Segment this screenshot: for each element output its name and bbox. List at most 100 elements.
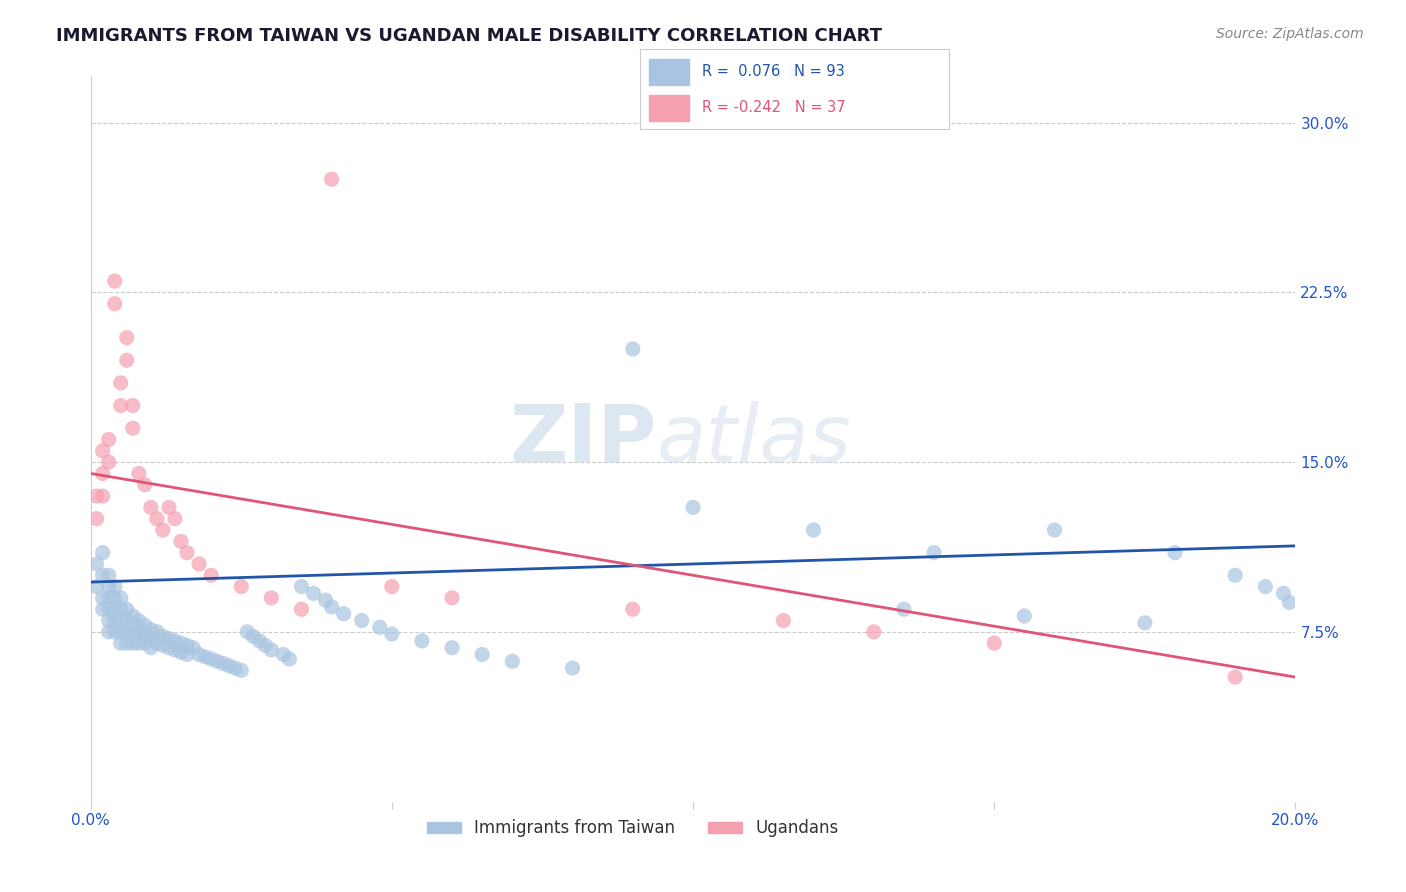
Point (86, 489, 108, 503)
Point (121, 627, 143, 641)
Point (350, 614, 373, 628)
Point (86, 580, 108, 594)
Bar (650, 59, 689, 86)
Point (152, 523, 174, 537)
Point (260, 591, 283, 605)
Point (115, 602, 138, 616)
Point (224, 661, 246, 675)
Point (128, 636, 150, 650)
Point (1254, 580, 1277, 594)
Text: atlas: atlas (657, 401, 852, 478)
Point (441, 591, 464, 605)
Point (121, 399, 143, 413)
Point (260, 643, 283, 657)
Point (242, 629, 264, 643)
Point (163, 643, 186, 657)
Point (104, 614, 127, 628)
Point (121, 618, 143, 632)
Point (218, 658, 240, 673)
Point (290, 602, 312, 616)
Point (471, 648, 494, 662)
Point (110, 602, 132, 616)
Point (97, 568, 120, 582)
Point (231, 580, 253, 594)
Text: R = -0.242   N = 37: R = -0.242 N = 37 (702, 100, 845, 115)
Text: Source: ZipAtlas.com: Source: ZipAtlas.com (1216, 27, 1364, 41)
Point (236, 624, 259, 639)
Text: IMMIGRANTS FROM TAIWAN VS UGANDAN MALE DISABILITY CORRELATION CHART: IMMIGRANTS FROM TAIWAN VS UGANDAN MALE D… (56, 27, 882, 45)
Point (621, 342, 644, 356)
Point (1164, 546, 1187, 560)
Point (110, 376, 132, 390)
Point (983, 636, 1005, 650)
Point (134, 618, 156, 632)
Point (188, 557, 211, 571)
Point (110, 624, 132, 639)
Point (91, 546, 114, 560)
Point (110, 399, 132, 413)
Point (163, 634, 186, 648)
Point (441, 640, 464, 655)
Point (152, 629, 174, 643)
Point (290, 580, 312, 594)
Point (110, 591, 132, 605)
Point (157, 500, 180, 515)
Point (1133, 615, 1156, 630)
Point (104, 602, 127, 616)
Point (772, 614, 794, 628)
Point (501, 654, 523, 668)
Point (231, 663, 253, 677)
Point (139, 632, 162, 646)
Point (254, 639, 277, 653)
Point (893, 602, 915, 616)
Point (315, 593, 337, 607)
Legend: Immigrants from Taiwan, Ugandans: Immigrants from Taiwan, Ugandans (420, 813, 845, 844)
Point (181, 640, 204, 655)
Point (1272, 586, 1295, 600)
Point (188, 648, 211, 662)
Text: R =  0.076   N = 93: R = 0.076 N = 93 (702, 64, 845, 79)
Point (115, 353, 138, 368)
Point (91, 443, 114, 458)
Point (157, 640, 180, 655)
Point (110, 636, 132, 650)
Point (110, 614, 132, 628)
Point (104, 624, 127, 639)
Point (104, 591, 127, 605)
Point (247, 634, 270, 648)
Point (152, 639, 174, 653)
Point (121, 421, 143, 435)
Point (803, 523, 825, 537)
Point (91, 591, 114, 605)
Point (200, 652, 222, 666)
Point (561, 661, 583, 675)
Point (134, 477, 156, 491)
Point (97, 624, 120, 639)
Point (862, 624, 884, 639)
Point (97, 455, 120, 469)
Point (146, 512, 169, 526)
Point (97, 433, 120, 447)
Point (922, 546, 945, 560)
Point (128, 614, 150, 628)
Point (278, 652, 301, 666)
Point (128, 467, 150, 481)
Point (91, 602, 114, 616)
Point (212, 657, 235, 671)
Point (170, 645, 193, 659)
Point (176, 648, 198, 662)
Point (115, 624, 138, 639)
Point (86, 512, 108, 526)
Point (368, 620, 391, 634)
Bar (650, 95, 689, 121)
Point (170, 636, 193, 650)
Point (97, 614, 120, 628)
Point (104, 580, 127, 594)
Point (91, 467, 114, 481)
Point (104, 274, 127, 288)
Point (621, 602, 644, 616)
Point (139, 640, 162, 655)
Point (115, 636, 138, 650)
Point (176, 639, 198, 653)
Point (411, 634, 433, 648)
